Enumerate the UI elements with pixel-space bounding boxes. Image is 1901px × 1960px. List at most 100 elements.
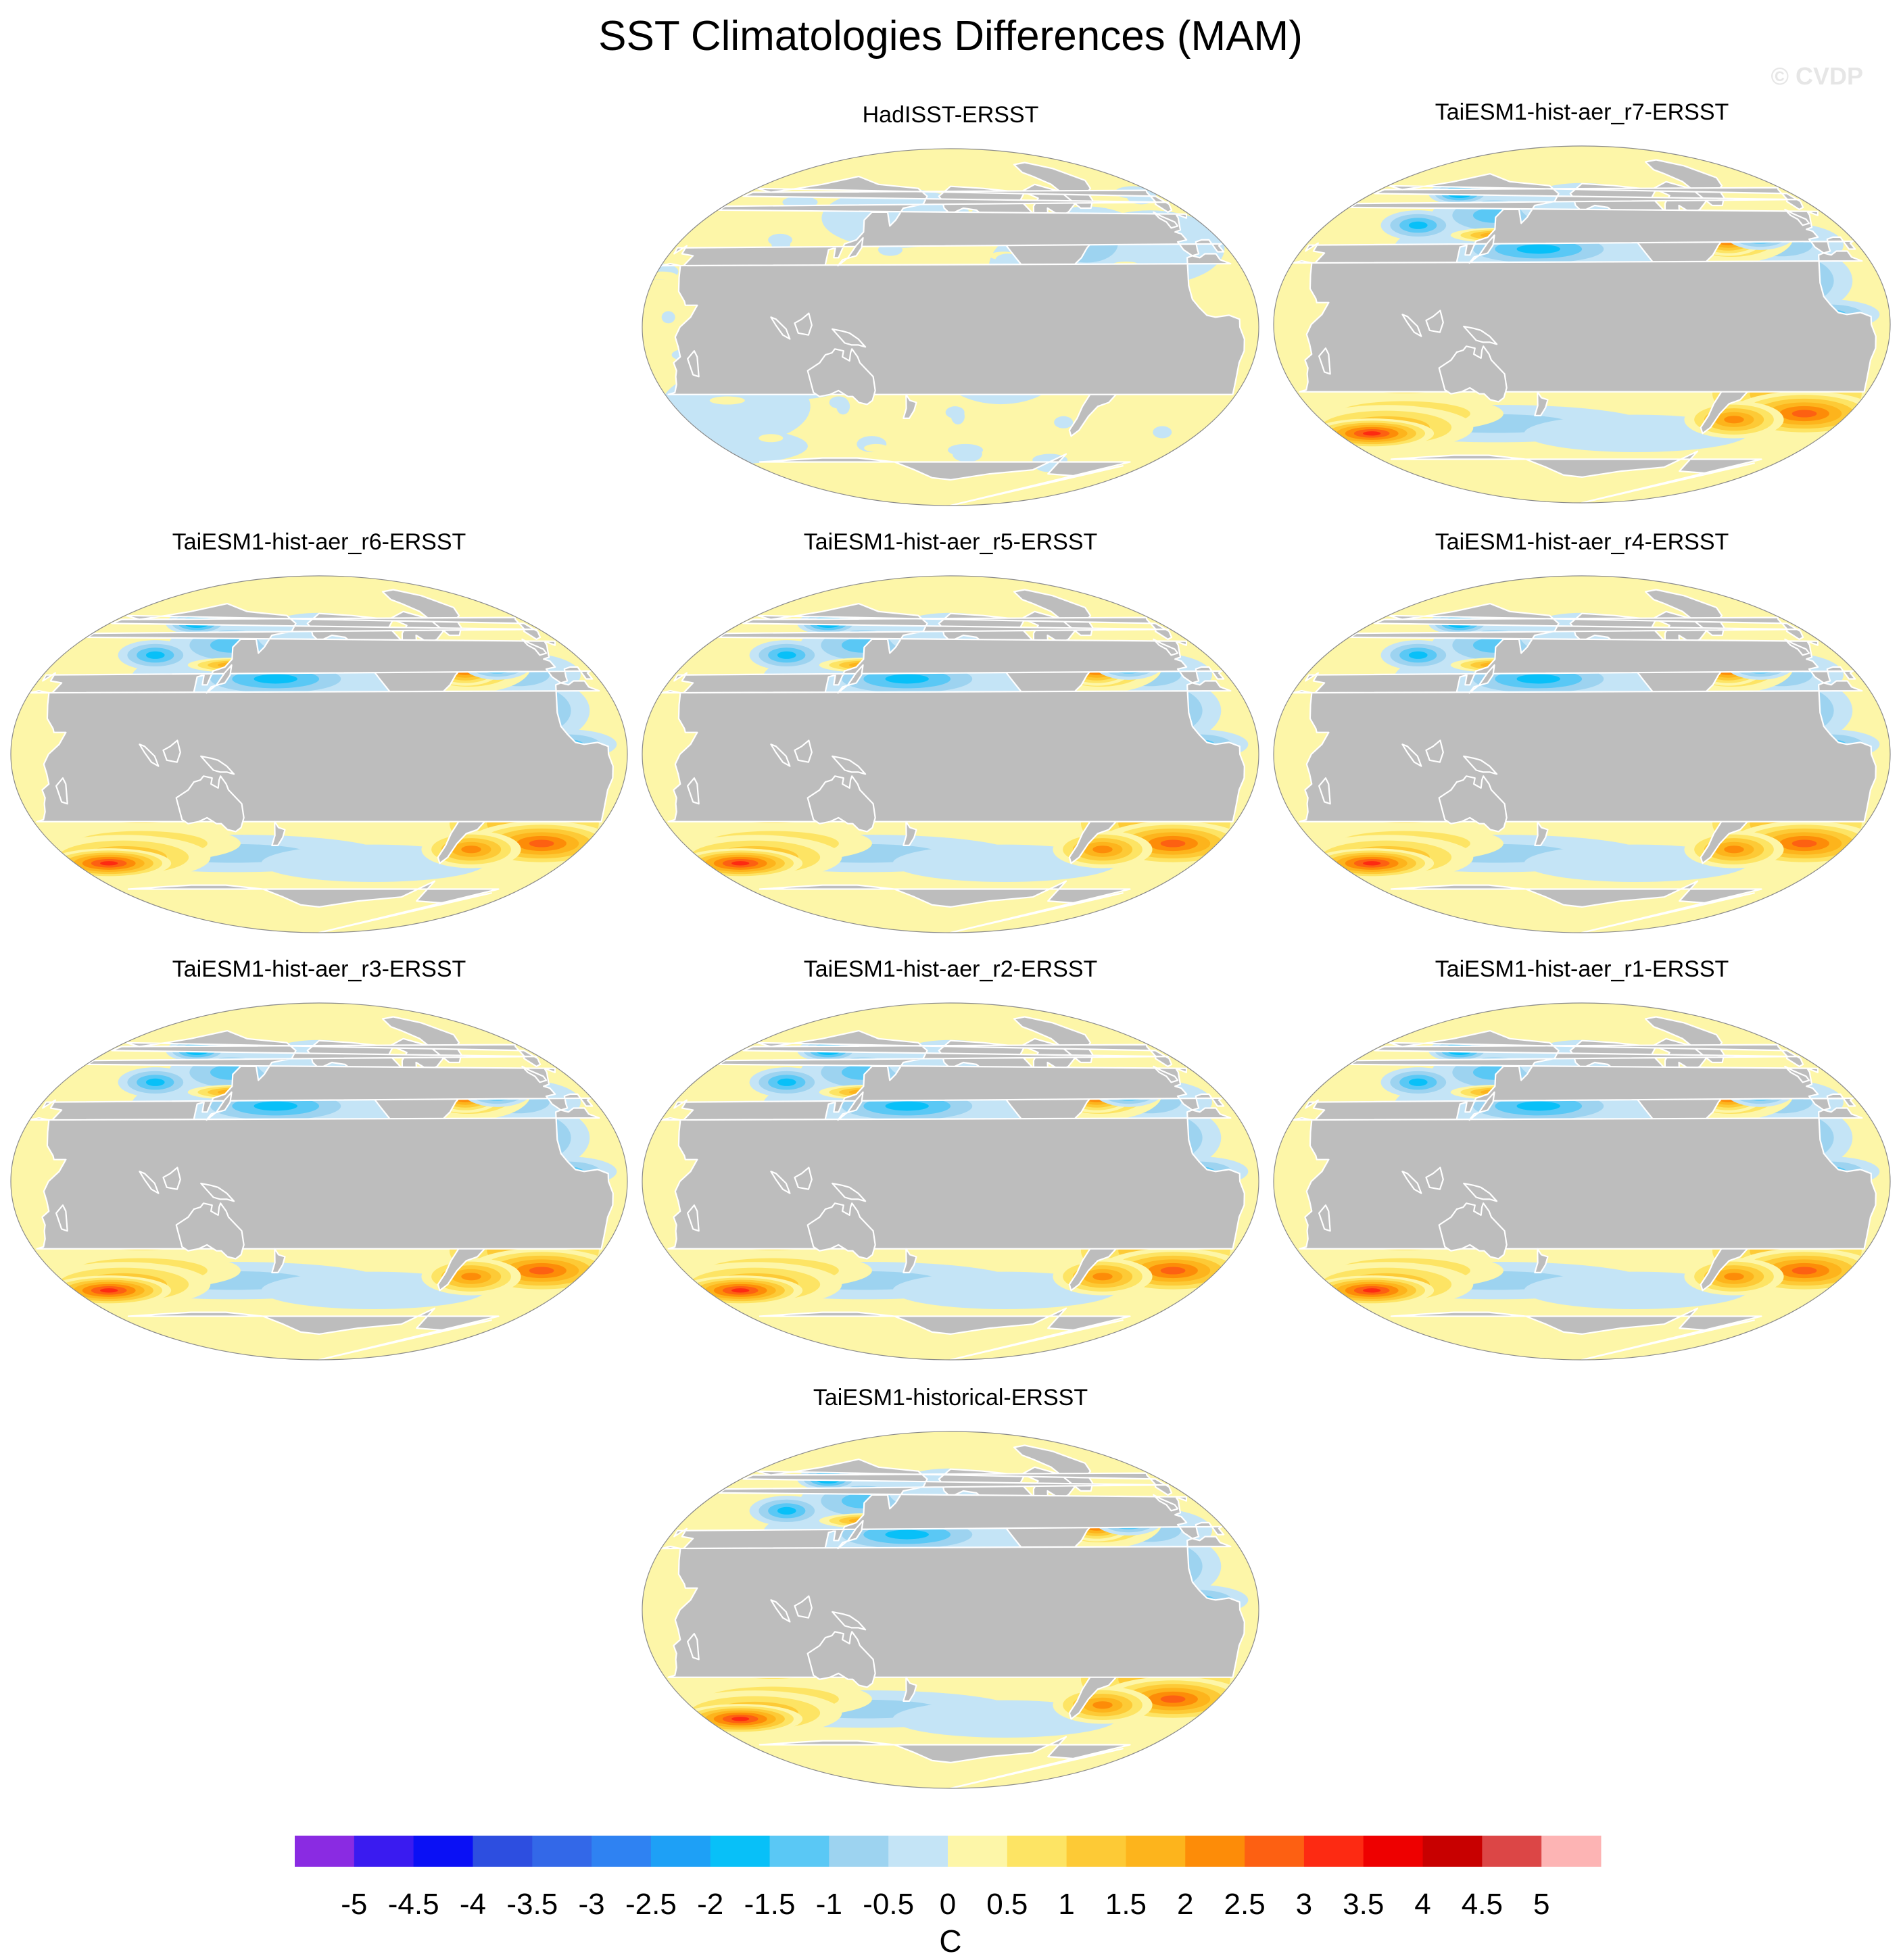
land-greenland [1013,589,1094,637]
land-madagascar [687,777,700,805]
land-uk [1153,211,1179,229]
sst-map [1273,575,1891,933]
land-australia [175,1202,245,1260]
panel-title: TaiESM1-hist-aer_r7-ERSST [1435,99,1729,125]
land-nz [903,1676,917,1702]
land-borneo [794,1167,813,1190]
colorbar-graphic: -5 -4.5 -4 -3.5 -3 -2.5 -2 -1.5 -1 -0.5 0 0.5 1 1.5 2 2… [295,1836,1602,1921]
land-greenland [1644,1016,1725,1064]
land-antarctica [127,1307,500,1360]
land-antarctica [759,880,1131,933]
land-madagascar [687,350,700,378]
panel-title: TaiESM1-historical-ERSST [813,1385,1088,1411]
colorbar-swatch [948,1836,1008,1867]
land-sumatra [770,743,791,767]
land-nz [1534,391,1549,416]
colorbar-swatch [1482,1836,1542,1867]
sst-contour [952,445,982,462]
map-body [1274,146,1890,503]
sst-map [642,1431,1259,1789]
land-madagascar [55,777,68,805]
land-sumatra [1401,1171,1422,1194]
land-sumatra [1401,743,1422,767]
map-panel-historical: TaiESM1-historical-ERSST [640,1384,1261,1790]
sst-contour [777,1506,796,1515]
sst-contour [254,1101,297,1111]
land-madagascar [55,1204,68,1232]
land-uk [1153,1494,1179,1512]
colorbar-unit-label: C [939,1924,962,1959]
colorbar-tick-label: -1 [816,1888,842,1921]
colorbar-tick-label: -2.5 [625,1888,677,1921]
sst-contour [1516,244,1560,254]
sst-contour [1193,226,1213,243]
sst-contour [661,311,675,324]
colorbar-tick-label: 1.5 [1105,1888,1147,1921]
colorbar-tick-label: 1 [1058,1888,1074,1921]
sst-map [10,575,628,933]
sst-contour [1408,1078,1428,1086]
land-antarctica [759,453,1131,506]
land-antarctica [1390,880,1762,933]
sst-contour [1054,416,1074,428]
colorbar-swatch [1007,1836,1067,1867]
land-australia [807,775,876,833]
colorbar-swatch [592,1836,652,1867]
land-newguinea [832,1182,867,1202]
map-panel-r1: TaiESM1-hist-aer_r1-ERSST [1271,956,1893,1361]
land-africa [1291,250,1877,393]
land-nz [1534,1248,1549,1273]
panel-title: TaiESM1-hist-aer_r3-ERSST [172,956,466,982]
figure-title: SST Climatologies Differences (MAM) [598,13,1303,59]
panel-title: TaiESM1-hist-aer_r2-ERSST [803,956,1098,982]
colorbar-tick-label: 0.5 [986,1888,1028,1921]
land-africa [660,253,1245,395]
land-newguinea [200,755,235,775]
land-australia [1438,345,1508,403]
land-newguinea [1463,1182,1498,1202]
map-panel-r2: TaiESM1-hist-aer_r2-ERSST [640,956,1261,1361]
land-africa [1291,680,1877,823]
colorbar-swatch [1066,1836,1126,1867]
map-outline [642,575,1259,933]
land-greenland [1013,162,1094,210]
map-body [642,149,1259,506]
land-uk [1153,1065,1179,1083]
map-panel-r3: TaiESM1-hist-aer_r3-ERSST [8,956,630,1361]
colorbar-swatch [295,1836,355,1867]
land-antarctica [1390,450,1762,503]
land-newguinea [832,328,867,348]
land-greenland [1013,1016,1094,1064]
colorbar-tick-label: 5 [1533,1888,1549,1921]
colorbar-swatch [413,1836,473,1867]
map-panel-r4: TaiESM1-hist-aer_r4-ERSST [1271,529,1893,934]
sst-contour [1092,846,1113,854]
land-uk [1153,638,1179,656]
land-australia [807,348,876,406]
map-outline [642,148,1259,506]
land-madagascar [687,1204,700,1232]
sst-contour [885,1101,929,1111]
land-antarctica [759,1307,1131,1360]
map-body [642,1431,1259,1788]
colorbar-swatch [1422,1836,1483,1867]
map-body [1274,576,1890,933]
land-borneo [794,312,813,336]
land-japan [1468,664,1495,694]
land-madagascar [1318,777,1331,805]
land-uk [1784,1065,1810,1083]
map-body [11,1003,627,1360]
colorbar-swatch [650,1836,711,1867]
sst-contour [1408,221,1428,229]
land-nz [271,1248,286,1273]
colorbar-tick-label: -3 [579,1888,605,1921]
sst-contour [777,1078,796,1086]
land-newguinea [1463,755,1498,775]
sst-contour [731,861,750,866]
sst-contour [1092,1273,1113,1281]
colorbar-tick-label: 2.5 [1224,1888,1266,1921]
colorbar-swatch [1541,1836,1602,1867]
sst-contour [885,674,929,684]
sst-contour [145,651,165,659]
land-greenland [1644,589,1725,637]
